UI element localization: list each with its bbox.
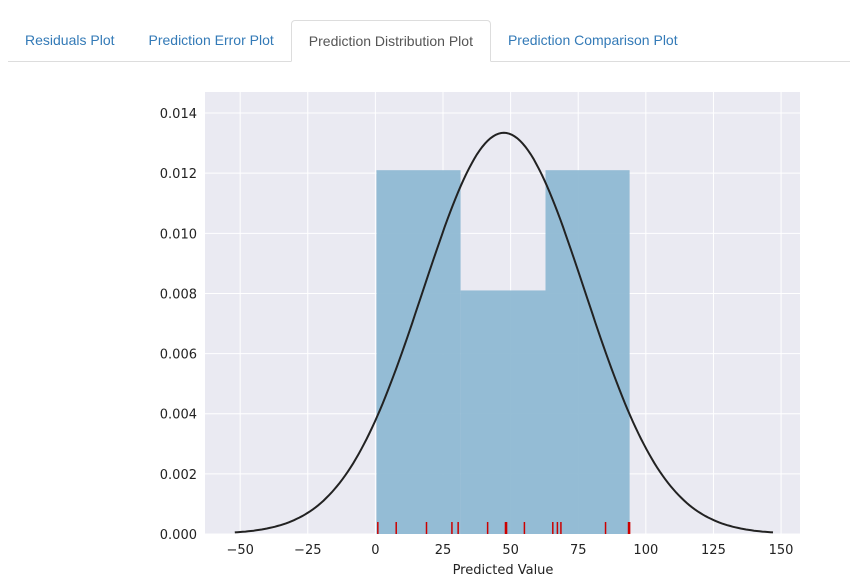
y-tick-label: 0.000 [160,528,197,543]
x-tick-label: 25 [435,543,452,558]
tab-prediction-error-plot[interactable]: Prediction Error Plot [148,32,274,48]
y-tick-label: 0.006 [160,348,197,363]
x-axis-label: Predicted Value [453,563,554,578]
tab-bar: Residuals Plot Prediction Error Plot Pre… [8,20,850,62]
x-tick-label: −50 [226,543,253,558]
tab-residuals-plot[interactable]: Residuals Plot [25,32,115,48]
normal-fit-curve [234,131,774,534]
y-tick-label: 0.004 [160,408,197,423]
x-tick-label: 75 [570,543,587,558]
x-tick-label: 125 [701,543,726,558]
tab-prediction-comparison-plot[interactable]: Prediction Comparison Plot [507,32,678,48]
y-tick-label: 0.010 [160,227,197,242]
y-tick-label: 0.008 [160,287,197,302]
histogram-bar [460,290,546,534]
tab-prediction-distribution-plot[interactable]: Prediction Distribution Plot [290,20,491,62]
y-tick-label: 0.012 [160,167,197,182]
y-tick-label: 0.002 [160,468,197,483]
histogram-bar [376,170,461,534]
x-tick-label: 0 [371,543,379,558]
x-tick-label: −25 [294,543,321,558]
x-tick-label: 150 [769,543,794,558]
x-tick-label: 50 [502,543,519,558]
x-tick-label: 100 [633,543,658,558]
y-tick-label: 0.014 [160,107,197,122]
histogram-bar [545,170,630,534]
